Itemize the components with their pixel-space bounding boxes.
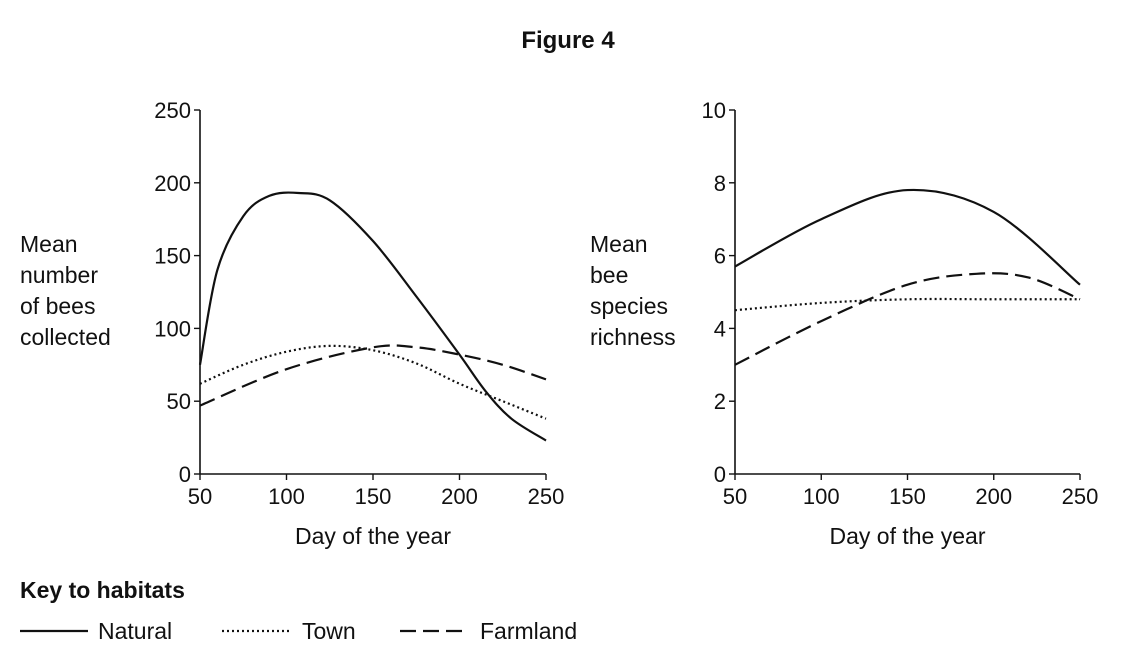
series-town-line [199,344,547,420]
y-tick-label: 6 [714,244,726,269]
x-tick-label: 200 [441,484,478,509]
legend-town-label: Town [302,618,356,644]
y-axis-label: bee [590,262,628,288]
y-axis-label: Mean [20,231,78,257]
x-tick-label: 150 [355,484,392,509]
x-tick-label: 250 [1062,484,1099,509]
x-axis-label: Day of the year [295,523,451,549]
y-tick-label: 200 [154,171,191,196]
y-tick-label: 150 [154,244,191,269]
y-tick-label: 8 [714,171,726,196]
y-tick-label: 0 [714,462,726,487]
x-tick-label: 200 [975,484,1012,509]
y-axis-label: richness [590,324,676,350]
y-tick-label: 2 [714,389,726,414]
x-tick-label: 50 [723,484,747,509]
series-natural-line [198,191,547,442]
legend-farmland: Farmland [400,618,577,644]
y-tick-label: 4 [714,316,726,341]
y-tick-label: 250 [154,98,191,123]
x-tick-label: 50 [188,484,212,509]
series-town-line [734,297,1080,312]
y-axis-label: collected [20,324,111,350]
legend-town: Town [222,618,356,644]
key-title: Key to habitats [20,577,185,603]
y-tick-label: 50 [167,389,191,414]
legend-natural-label: Natural [98,618,172,644]
y-axis-label: of bees [20,293,95,319]
chart-2: 50 100 150 200 250 0 2 4 6 8 10 Day of the year Mean… [590,98,1098,549]
x-tick-label: 100 [268,484,305,509]
y-axis-label: species [590,293,668,319]
y-axis-label: Mean [590,231,648,257]
series-natural-line [734,188,1081,286]
y-tick-label: 10 [702,98,726,123]
series-farmland-line [199,344,547,407]
figure-title: Figure 4 [521,27,615,54]
x-tick-label: 250 [528,484,565,509]
series-farmland-line [734,272,1081,366]
y-tick-label: 100 [154,316,191,341]
legend-natural: Natural [20,618,172,644]
y-tick-label: 0 [179,462,191,487]
x-tick-label: 150 [889,484,926,509]
legend-farmland-label: Farmland [480,618,577,644]
x-tick-label: 100 [803,484,840,509]
y-axis-label: number [20,262,98,288]
x-axis-label: Day of the year [830,523,986,549]
